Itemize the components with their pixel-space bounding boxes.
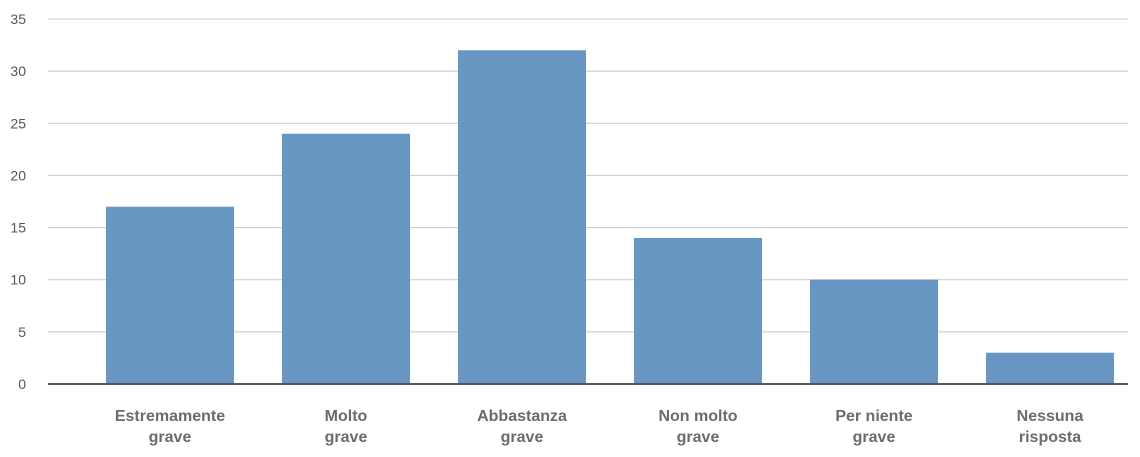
y-tick-label: 0 [18,376,26,392]
bars [106,50,1114,385]
bar [458,50,586,385]
y-tick-label: 20 [10,167,26,183]
x-tick-label: Estremamente grave [115,408,225,446]
x-tick-label: Non molto grave [658,408,737,446]
bar [106,206,234,384]
y-tick-label: 10 [10,272,26,288]
y-tick-label: 25 [10,115,26,131]
y-axis-ticks: 0 5 10 15 20 25 30 35 [10,11,26,392]
bar [810,279,938,384]
y-tick-label: 5 [18,324,26,340]
y-tick-label: 15 [10,220,26,236]
bar [986,352,1114,384]
x-axis-ticks: Estremamente grave Molto grave Abbastanza gra… [115,408,1084,446]
x-tick-label: Molto grave [325,408,368,446]
x-tick-label: Abbastanza grave [477,408,567,446]
bar [282,133,410,384]
y-tick-label: 30 [10,63,26,79]
x-tick-label: Per niente grave [835,408,912,446]
y-tick-label: 35 [10,11,26,27]
bar [634,238,762,384]
x-tick-label: Nessuna risposta [1017,408,1084,446]
